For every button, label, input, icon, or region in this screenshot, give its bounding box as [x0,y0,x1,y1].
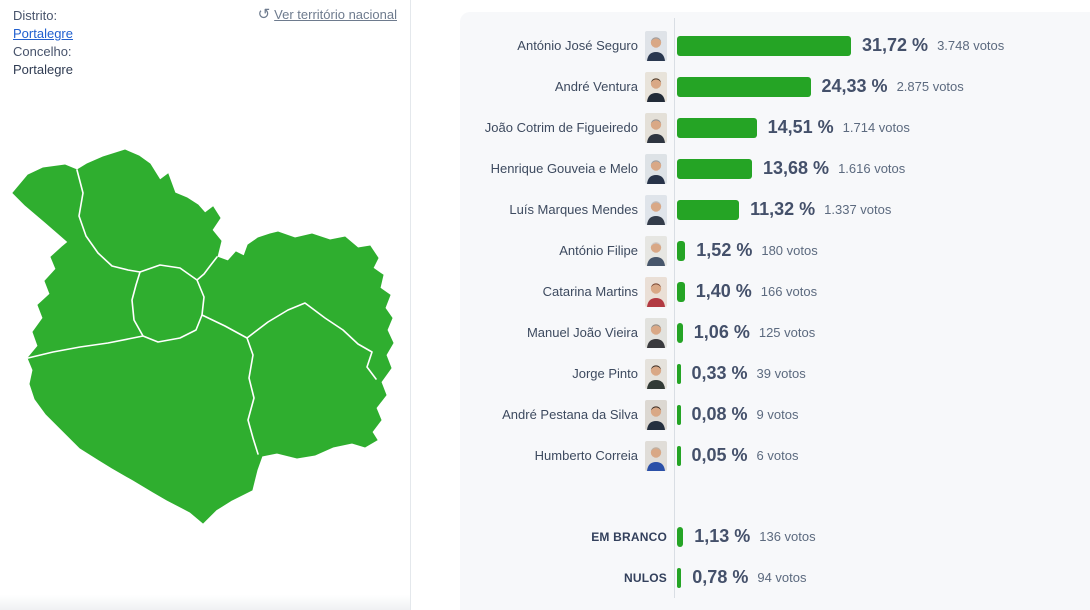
ballot-row: NULOS 0,78 % 94 votos [460,557,1090,598]
concelho-borders [27,169,377,455]
candidate-row: António José Seguro 31,72 % 3.748 votos [460,25,1090,66]
result-bar [677,404,681,425]
result-bar [677,445,681,466]
candidate-row: Henrique Gouveia e Melo 13,68 % 1.616 vot… [460,148,1090,189]
result-bar [677,281,685,302]
candidate-row: André Pestana da Silva 0,08 % 9 votos [460,394,1090,435]
undo-rotate-icon: ↺ [257,6,271,23]
result-bar [677,76,811,97]
percent-value: 0,05 % [691,445,748,465]
votes-value: 39 votos [756,366,806,381]
candidate-row: André Ventura 24,33 % 2.875 votos [460,66,1090,107]
votes-value: 6 votos [756,448,799,463]
result-bar [677,240,686,261]
votes-value: 2.875 votos [896,79,964,94]
location-info: Distrito: Portalegre Concelho: Portalegr… [13,7,403,79]
percent-value: 24,33 % [821,76,888,96]
council-value: Portalegre [13,62,73,77]
votes-value: 9 votos [756,407,799,422]
votes-value: 1.714 votos [842,120,910,135]
votes-value: 125 votos [758,325,816,340]
candidate-photo [645,112,667,143]
percent-value: 31,72 % [862,35,929,55]
candidate-photo [645,153,667,184]
candidate-photo [645,358,667,389]
ballot-row: EM BRANCO 1,13 % 136 votos [460,516,1090,557]
candidate-row: Catarina Martins 1,40 % 166 votos [460,271,1090,312]
percent-value: 1,52 % [696,240,753,260]
result-bar [677,158,752,179]
district-label: Distrito: [13,8,58,23]
candidate-name: Manuel João Vieira [526,325,638,340]
candidate-row: Manuel João Vieira 1,06 % 125 votos [460,312,1090,353]
national-territory-label: Ver território nacional [274,7,397,22]
votes-value: 1.616 votos [838,161,906,176]
candidate-photo [645,194,667,225]
candidate-name: EM BRANCO [591,529,667,544]
percent-value: 0,33 % [691,363,748,383]
results-rows: António José Seguro 31,72 % 3.748 votos An… [460,25,1090,598]
result-bar [677,567,682,588]
votes-value: 1.337 votos [824,202,892,217]
candidate-row: Luís Marques Mendes 11,32 % 1.337 votos [460,189,1090,230]
results-panel: António José Seguro 31,72 % 3.748 votos An… [460,12,1090,610]
candidate-name: António Filipe [559,243,638,258]
result-bar [677,35,851,56]
votes-value: 94 votos [757,570,807,585]
percent-value: 0,78 % [692,567,749,587]
percent-value: 0,08 % [691,404,748,424]
percent-value: 13,68 % [763,158,830,178]
district-map-shape[interactable] [12,149,394,524]
candidate-name: André Pestana da Silva [502,407,638,422]
votes-value: 3.748 votos [937,38,1005,53]
candidate-photo [645,276,667,307]
candidate-photo [645,71,667,102]
candidate-name: André Ventura [554,79,638,94]
district-link[interactable]: Portalegre [13,26,73,41]
candidate-photo [645,235,667,266]
candidate-name: Humberto Correia [534,448,638,463]
candidate-name: Henrique Gouveia e Melo [490,161,638,176]
votes-value: 180 votos [761,243,818,258]
candidate-photo [645,317,667,348]
percent-value: 1,40 % [695,281,752,301]
result-bar [677,117,757,138]
votes-value: 166 votos [760,284,818,299]
candidate-name: Luís Marques Mendes [509,202,638,217]
candidate-row: João Cotrim de Figueiredo 14,51 % 1.714 v… [460,107,1090,148]
percent-value: 1,06 % [693,322,750,342]
candidate-name: NULOS [624,570,667,585]
candidate-name: João Cotrim de Figueiredo [484,120,638,135]
candidate-name: Jorge Pinto [572,366,638,381]
candidate-photo [645,30,667,61]
result-bar [677,363,681,384]
candidate-photo [645,440,667,471]
percent-value: 1,13 % [694,526,751,546]
council-label: Concelho: [13,44,72,59]
candidate-name: Catarina Martins [542,284,638,299]
result-bar [677,322,683,343]
bottom-fade [0,595,410,610]
vertical-divider [410,0,411,610]
chart-baseline-axis [674,18,675,598]
district-map[interactable] [8,148,400,533]
percent-value: 11,32 % [750,199,816,219]
votes-value: 136 votos [759,529,816,544]
rows-spacer [460,476,1090,516]
candidate-photo [645,399,667,430]
candidate-row: Jorge Pinto 0,33 % 39 votos [460,353,1090,394]
candidate-row: António Filipe 1,52 % 180 votos [460,230,1090,271]
result-bar [677,199,740,220]
result-bar [677,526,684,547]
national-territory-link[interactable]: ↺ Ver território nacional [0,7,397,22]
candidate-row: Humberto Correia 0,05 % 6 votos [460,435,1090,476]
candidate-name: António José Seguro [517,38,638,53]
percent-value: 14,51 % [767,117,834,137]
